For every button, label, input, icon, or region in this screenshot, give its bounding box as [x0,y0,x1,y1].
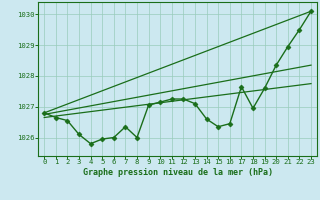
X-axis label: Graphe pression niveau de la mer (hPa): Graphe pression niveau de la mer (hPa) [83,168,273,177]
